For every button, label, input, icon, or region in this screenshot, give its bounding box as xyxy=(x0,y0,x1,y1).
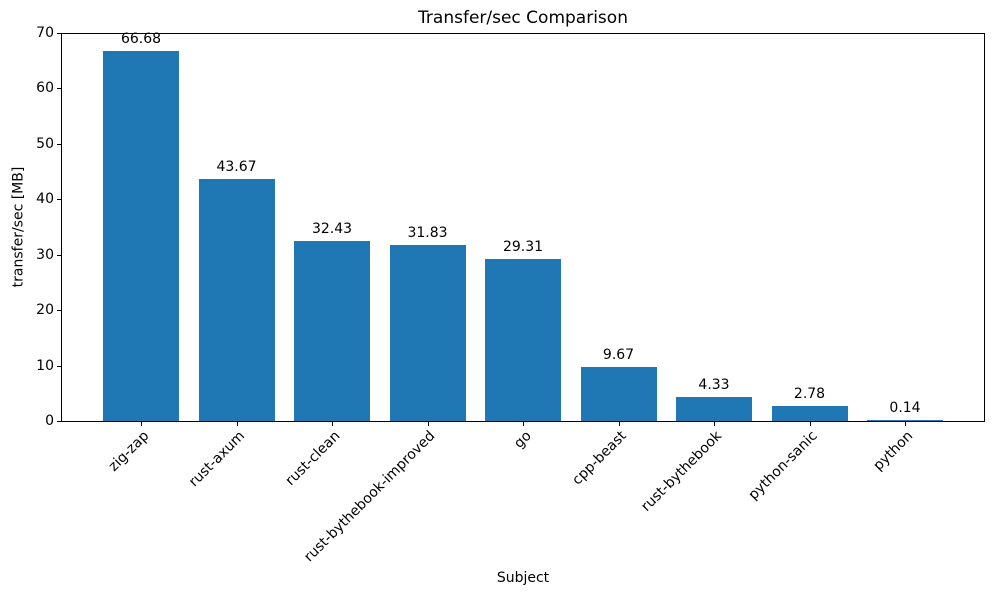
y-tick-label: 20 xyxy=(36,302,54,318)
x-tick-label: python xyxy=(870,428,917,474)
bar-value-label: 32.43 xyxy=(311,221,353,237)
bar-value-label: 4.33 xyxy=(698,377,730,393)
x-tick-label: zig-zap xyxy=(105,428,153,475)
y-tick-label: 40 xyxy=(36,191,54,207)
y-tick-mark xyxy=(57,421,61,422)
y-tick-mark xyxy=(57,255,61,256)
x-tick-label: cpp-beast xyxy=(569,428,630,489)
y-tick-label: 70 xyxy=(36,25,54,41)
chart-title: Transfer/sec Comparison xyxy=(418,8,628,28)
bar xyxy=(198,179,275,421)
x-tick-label: rust-bythebook xyxy=(638,428,726,515)
y-tick-label: 50 xyxy=(36,136,54,152)
bar xyxy=(771,406,848,421)
bar-value-label: 29.31 xyxy=(502,239,544,255)
x-tick-label: python-sanic xyxy=(745,428,821,504)
bar xyxy=(676,397,752,421)
bar-value-label: 31.83 xyxy=(407,225,448,241)
bar-value-label: 2.78 xyxy=(793,386,826,402)
y-tick-mark xyxy=(57,310,61,311)
y-tick-label: 60 xyxy=(36,80,54,96)
y-tick-label: 0 xyxy=(45,413,54,429)
bar-value-label: 43.67 xyxy=(216,159,257,175)
x-tick-mark xyxy=(141,422,142,426)
y-tick-label: 30 xyxy=(36,247,54,263)
x-tick-mark xyxy=(237,422,238,426)
bar-value-label: 0.14 xyxy=(889,400,921,416)
bar-value-label: 66.68 xyxy=(120,31,162,47)
y-tick-mark xyxy=(57,88,61,89)
x-axis-label: Subject xyxy=(496,570,550,586)
x-tick-label: rust-clean xyxy=(282,428,344,489)
bar xyxy=(867,420,943,421)
bar xyxy=(485,259,561,421)
bar xyxy=(103,51,179,421)
bar-value-label: 9.67 xyxy=(602,347,635,363)
x-tick-mark xyxy=(619,422,620,426)
bar xyxy=(389,245,466,421)
bar xyxy=(294,241,370,421)
y-tick-label: 10 xyxy=(36,358,54,374)
x-tick-mark xyxy=(905,422,906,426)
y-tick-mark xyxy=(57,366,61,367)
x-tick-mark xyxy=(332,422,333,426)
y-tick-mark xyxy=(57,199,61,200)
y-axis-label: transfer/sec [MB] xyxy=(10,166,27,288)
x-tick-mark xyxy=(810,422,811,426)
x-tick-mark xyxy=(428,422,429,426)
y-tick-mark xyxy=(57,144,61,145)
x-tick-mark xyxy=(714,422,715,426)
y-tick-mark xyxy=(57,33,61,34)
x-tick-label: rust-axum xyxy=(185,428,248,491)
x-tick-label: go xyxy=(510,428,535,452)
x-tick-mark xyxy=(523,422,524,426)
bar xyxy=(580,367,657,421)
